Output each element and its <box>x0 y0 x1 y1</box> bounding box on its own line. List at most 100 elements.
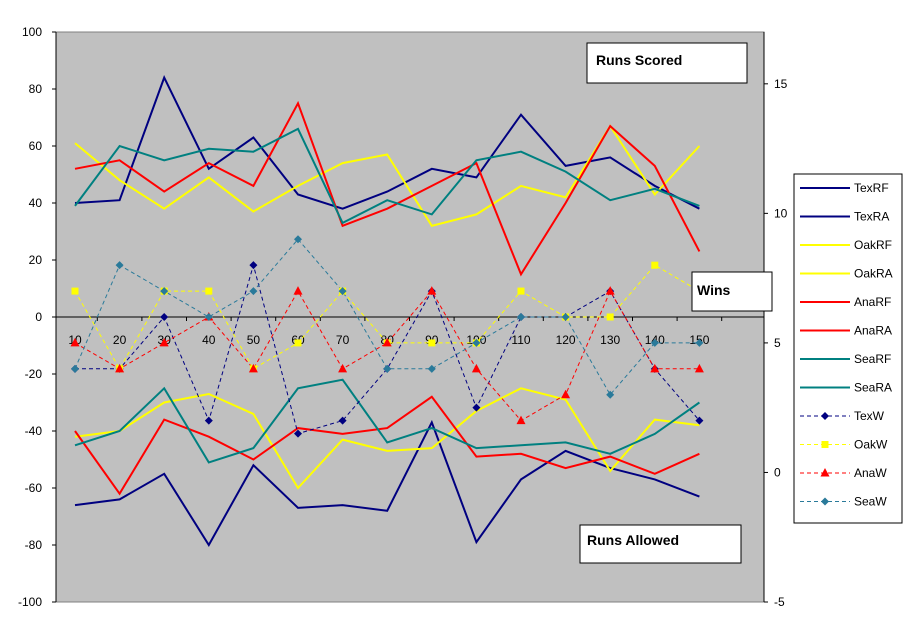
point-oakw <box>294 339 302 347</box>
legend-marker <box>821 497 829 506</box>
point-seaw <box>472 338 481 347</box>
point-oakw <box>71 287 79 295</box>
runs-scored-label-box: Runs Scored <box>586 42 748 84</box>
legend-item-texw: TexW <box>800 409 885 423</box>
legend-label: OakW <box>854 438 888 452</box>
legend-item-anarf: AnaRF <box>800 295 891 309</box>
series-markers <box>70 235 704 438</box>
runs-allowed-label: Runs Allowed <box>587 532 679 548</box>
left-tick-label: 40 <box>29 196 43 210</box>
x-tick-label: 120 <box>556 333 576 347</box>
series-line-anarf <box>74 100 701 277</box>
series-line-texw <box>75 263 700 435</box>
legend-label: AnaRF <box>854 295 891 309</box>
point-seaw <box>695 338 704 347</box>
point-seaw <box>204 313 213 321</box>
point-oakw <box>428 339 436 347</box>
right-tick-label: -5 <box>774 595 785 609</box>
legend-label: SeaRF <box>854 352 891 366</box>
left-tick-label: -40 <box>25 424 43 438</box>
right-tick-label: 5 <box>774 336 781 350</box>
point-seaw <box>71 364 79 373</box>
point-seaw <box>650 338 659 347</box>
runs-allowed-label-box: Runs Allowed <box>579 524 742 564</box>
legend-label: AnaRA <box>854 324 892 338</box>
series-line-seara <box>74 378 700 464</box>
point-seaw <box>160 287 169 296</box>
left-tick-label: -60 <box>25 481 43 495</box>
point-anaw <box>248 363 258 373</box>
point-anaw <box>382 337 392 347</box>
legend-label: SeaW <box>854 495 887 509</box>
legend-item-searf: SeaRF <box>800 352 891 366</box>
legend-item-texra: TexRA <box>800 210 889 224</box>
legend-label: TexW <box>854 409 885 423</box>
wins-label: Wins <box>697 282 731 298</box>
point-anaw <box>516 415 526 425</box>
point-texw <box>249 261 258 270</box>
legend-label: TexRA <box>854 210 889 224</box>
legend-item-seara: SeaRA <box>800 381 892 395</box>
point-seaw <box>561 313 570 321</box>
left-axis-ticks: -100 -80 -60 -40 -20 0 20 40 60 80 100 <box>18 25 56 609</box>
legend-label: OakRA <box>854 267 893 281</box>
point-anaw <box>115 363 125 373</box>
point-seaw <box>115 261 124 270</box>
legend-label: OakRF <box>854 238 892 252</box>
point-texw <box>204 416 213 425</box>
x-tick-label: 40 <box>202 333 216 347</box>
right-tick-label: 10 <box>774 206 788 220</box>
point-oakw <box>606 313 614 321</box>
point-anaw <box>471 363 481 373</box>
right-tick-label: 15 <box>774 77 788 91</box>
point-oakw <box>205 287 213 295</box>
point-anaw <box>605 286 615 295</box>
x-tick-label: 20 <box>113 333 127 347</box>
point-seaw <box>517 313 525 321</box>
legend-label: AnaW <box>854 466 887 480</box>
point-anaw <box>427 286 437 295</box>
legend-item-anaw: AnaW <box>800 466 887 480</box>
point-oakw <box>517 287 525 295</box>
legend-marker <box>820 468 830 477</box>
legend-marker <box>821 441 829 448</box>
left-tick-label: 80 <box>29 82 43 96</box>
legend-item-texrf: TexRF <box>800 181 889 195</box>
runs-scored-label: Runs Scored <box>596 52 682 68</box>
series-line-oakra <box>74 387 700 490</box>
point-seaw <box>383 364 392 373</box>
point-seaw <box>606 390 615 399</box>
series-line-texra <box>74 419 700 547</box>
legend-item-seaw: SeaW <box>800 495 887 509</box>
legend-items: TexRF TexRA OakRF OakRA AnaRF AnaRA SeaRF SeaRA… <box>800 181 893 509</box>
point-anaw <box>650 363 660 373</box>
legend-item-oakra: OakRA <box>800 267 893 281</box>
left-tick-label: -100 <box>18 595 42 609</box>
legend-item-oakw: OakW <box>800 438 888 452</box>
point-anaw <box>293 286 303 295</box>
left-tick-label: 100 <box>22 25 42 39</box>
series-line-anaw <box>74 289 700 422</box>
series-line-texrf <box>74 75 700 210</box>
left-tick-label: -20 <box>25 367 43 381</box>
point-anaw <box>561 389 571 399</box>
wins-label-box: Wins <box>691 271 773 312</box>
point-anaw <box>70 337 80 347</box>
x-tick-label: 70 <box>336 333 350 347</box>
point-anaw <box>694 363 704 373</box>
legend-label: TexRF <box>854 181 889 195</box>
point-texw <box>472 403 481 412</box>
point-texw <box>160 313 169 321</box>
point-seaw <box>249 287 258 296</box>
point-oakw <box>651 261 659 269</box>
legend: TexRF TexRA OakRF OakRA AnaRF AnaRA SeaRF SeaRA… <box>793 173 903 524</box>
point-texw <box>338 416 347 425</box>
point-anaw <box>159 337 169 347</box>
series-line-searf <box>74 127 700 225</box>
series-line-anara <box>74 395 700 496</box>
legend-label: SeaRA <box>854 381 892 395</box>
x-tick-label: 130 <box>600 333 620 347</box>
point-seaw <box>294 235 302 244</box>
legend-item-anara: AnaRA <box>800 324 892 338</box>
